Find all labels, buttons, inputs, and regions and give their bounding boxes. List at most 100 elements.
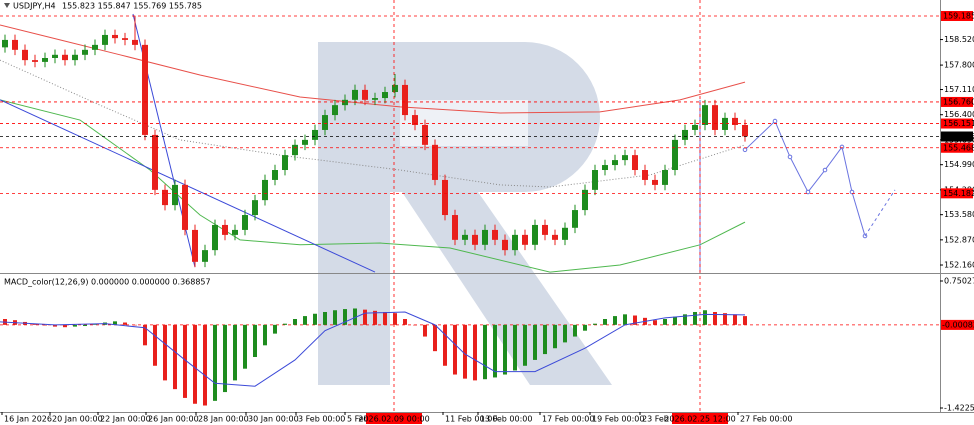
candle-body — [352, 89, 358, 100]
histogram-bar — [173, 324, 177, 390]
candle-body — [442, 179, 448, 216]
histogram-bar — [133, 324, 137, 326]
candle-body — [342, 99, 348, 106]
x-tick-label: 28 Jan 00:00 — [198, 415, 249, 424]
candle-body — [82, 49, 88, 55]
y-tick-label: 154.990 — [944, 160, 974, 169]
histogram-bar — [193, 324, 197, 404]
candle-body — [722, 117, 728, 130]
x-tick-label: 17 Feb 00:00 — [542, 415, 594, 424]
candle-body — [292, 144, 298, 156]
histogram-bar — [623, 314, 627, 325]
histogram-bar — [483, 324, 487, 380]
candle-body — [432, 144, 438, 180]
histogram-bar — [683, 314, 687, 325]
overlay-line — [0, 99, 746, 273]
histogram-bar — [353, 308, 357, 325]
histogram-bar — [433, 324, 437, 352]
level-label: -0.000826 — [942, 320, 974, 329]
level-label-box — [941, 118, 973, 129]
forecast-point — [772, 118, 778, 124]
y-tick-label: 152.870 — [944, 235, 974, 244]
candle-body — [332, 105, 338, 116]
candle-body — [572, 210, 578, 228]
histogram-bar — [713, 311, 717, 325]
histogram-bar — [223, 324, 227, 393]
candle-body — [672, 139, 678, 171]
histogram-bar — [493, 324, 497, 378]
candle-body — [692, 124, 698, 130]
histogram-bar — [213, 324, 217, 401]
forecast-point — [787, 154, 793, 160]
x-tick-label: 23 Feb 00:00 — [642, 415, 694, 424]
forecast-point — [822, 167, 828, 173]
histogram-bar — [533, 324, 537, 360]
level-label: 155.468 — [943, 143, 974, 152]
level-label-box — [941, 131, 973, 142]
histogram-bar — [163, 324, 167, 381]
histogram-bar — [123, 322, 127, 325]
candle-body — [192, 229, 198, 262]
candle-body — [312, 129, 318, 140]
candle-body — [682, 129, 688, 140]
level-label: 159.185 — [943, 11, 974, 20]
candle-body — [492, 229, 498, 240]
title-icon — [4, 3, 10, 8]
candle-body — [232, 229, 238, 235]
candle-body — [42, 57, 48, 62]
histogram-bar — [273, 324, 277, 334]
candle-body — [512, 234, 518, 251]
candle-body — [532, 224, 538, 245]
overlay-line — [0, 59, 746, 188]
candle-body — [52, 54, 58, 58]
candle-body — [412, 115, 418, 125]
histogram-bar — [83, 324, 87, 327]
overlay-line — [744, 120, 866, 237]
histogram-bar — [503, 324, 507, 375]
candle-body — [172, 184, 178, 206]
marker-label: 2026.02.25 12:00 — [664, 415, 735, 424]
candle-body — [142, 44, 148, 135]
candle-body — [242, 215, 248, 230]
candle-body — [222, 224, 228, 235]
histogram-bar — [243, 324, 247, 369]
candle-body — [622, 155, 628, 161]
histogram-bar — [673, 316, 677, 325]
histogram-bar — [473, 324, 477, 381]
candle-body — [542, 224, 548, 235]
histogram-bar — [113, 321, 117, 325]
candle-body — [32, 60, 38, 62]
histogram-bar — [553, 324, 557, 349]
candle-body — [652, 179, 658, 185]
histogram-bar — [293, 319, 297, 325]
candle-body — [402, 84, 408, 116]
level-label-box — [941, 319, 974, 330]
y-tick-label: 153.580 — [944, 210, 974, 219]
candle-body — [152, 134, 158, 190]
candle-body — [592, 170, 598, 190]
candle-body — [422, 124, 428, 145]
candle-body — [12, 39, 18, 50]
histogram-bar — [633, 315, 637, 325]
histogram-bar — [363, 309, 367, 325]
x-tick-label: 20 Jan 00:00 — [52, 415, 103, 424]
x-tick-label: 16 Jan 2026 — [4, 415, 52, 424]
histogram-bar — [453, 324, 457, 375]
forecast-point — [742, 147, 748, 153]
histogram-bar — [723, 313, 727, 325]
x-tick-label: 22 Jan 00:00 — [100, 415, 151, 424]
histogram-bar — [373, 310, 377, 325]
candle-body — [272, 170, 278, 180]
histogram-bar — [43, 324, 47, 326]
candle-body — [362, 89, 368, 100]
candle-body — [522, 234, 528, 245]
level-label-box — [941, 188, 973, 199]
level-label: 156.760 — [943, 97, 974, 106]
candle-body — [212, 224, 218, 251]
y-tick-label: 158.520 — [944, 35, 974, 44]
histogram-bar — [403, 319, 407, 325]
histogram-bar — [593, 323, 597, 325]
candle-body — [282, 155, 288, 171]
histogram-bar — [703, 310, 707, 325]
